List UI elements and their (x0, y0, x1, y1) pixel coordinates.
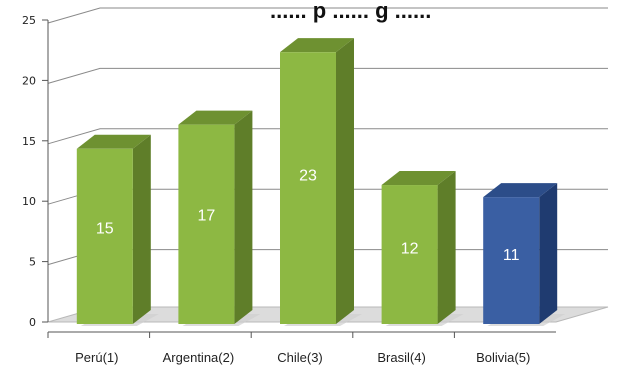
bar-top (178, 110, 253, 125)
y-tick-label: 20 (22, 74, 36, 87)
bar (178, 124, 235, 324)
bar-value-label: 23 (299, 167, 317, 184)
bar-side (336, 38, 354, 324)
axis-layer: 0 5 10 15 20 25 (22, 14, 556, 338)
y-tick-label: 0 (29, 316, 36, 329)
gridline (47, 128, 608, 145)
bars-layer (76, 38, 566, 326)
bar (280, 52, 336, 324)
bar (76, 148, 133, 324)
bar-value-label: 12 (401, 241, 419, 258)
y-tick-label: 25 (22, 14, 36, 27)
bar-value-label: 17 (198, 207, 216, 224)
x-category-label: Argentina(2) (163, 350, 235, 365)
bar-value-label: 11 (503, 247, 520, 264)
y-tick-label: 15 (22, 135, 36, 148)
bar-top (280, 38, 354, 53)
bar-side (539, 183, 558, 324)
bar-top (76, 134, 151, 149)
x-category-label: Chile(3) (277, 350, 323, 365)
labels-layer: 15 Perú(1) 17 Argentina(2) 23 Chile(3) 12 Brasi… (75, 167, 530, 365)
gridline (47, 67, 608, 84)
bar (381, 185, 438, 324)
y-tick-label: 5 (29, 256, 36, 269)
bar (483, 197, 540, 324)
bar-side (132, 134, 151, 324)
x-category-label: Brasil(4) (377, 350, 425, 365)
bar-top (483, 183, 558, 198)
x-category-label: Perú(1) (75, 350, 118, 365)
bar-value-label: 15 (96, 221, 114, 238)
x-category-label: Bolivia(5) (476, 350, 530, 365)
bar-top (381, 171, 456, 186)
bar-side (437, 171, 456, 324)
gridline (47, 7, 608, 24)
chart-title: ...... p ...... g ...... (270, 0, 431, 23)
bar-side (234, 110, 253, 324)
y-tick-label: 10 (22, 195, 36, 208)
